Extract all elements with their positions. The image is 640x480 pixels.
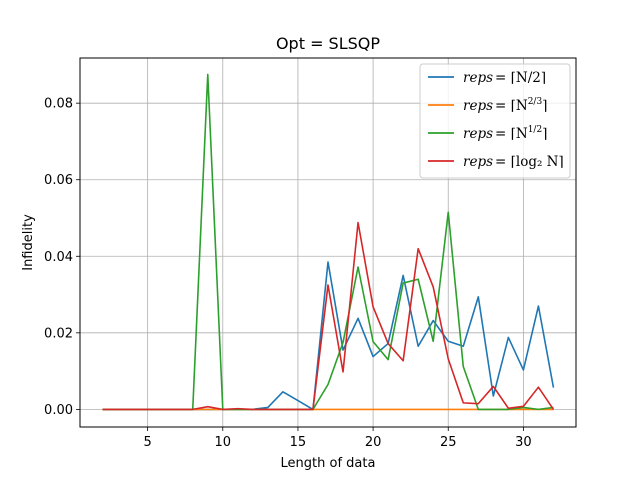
x-tick-label: 25 xyxy=(440,435,457,450)
y-axis-label: Infidelity xyxy=(21,214,36,271)
legend-box xyxy=(419,63,571,179)
x-axis-label: Length of data xyxy=(281,456,376,471)
x-tick-label: 5 xyxy=(143,435,151,450)
x-tick-label: 10 xyxy=(215,435,232,450)
legend-label-rhs: = ⌈N xyxy=(495,98,528,114)
legend-label-sup: 1/2 xyxy=(528,125,542,135)
legend-label-prefix: reps xyxy=(463,126,493,142)
legend-label-2: reps = ⌈N1/2⌉ xyxy=(463,125,547,142)
y-tick-label: 0.00 xyxy=(44,403,73,418)
y-tick-label: 0.02 xyxy=(44,326,73,341)
series-lines xyxy=(102,73,555,411)
chart-title: Opt = SLSQP xyxy=(276,34,380,53)
legend-label-rhs: = ⌈N/2⌉ xyxy=(495,70,546,86)
y-axis-ticks: 0.00 0.02 0.04 0.06 0.08 xyxy=(44,97,80,418)
x-tick-label: 20 xyxy=(365,435,382,450)
legend-label-prefix: reps xyxy=(463,70,493,86)
legend-label-0: reps = ⌈N/2⌉ xyxy=(463,70,546,86)
legend-label-close: ⌉ xyxy=(542,98,547,114)
legend-label-close: ⌉ xyxy=(542,126,547,142)
legend-label-1: reps = ⌈N2/3⌉ xyxy=(463,97,547,114)
y-tick-label: 0.06 xyxy=(44,173,73,188)
x-tick-label: 30 xyxy=(515,435,532,450)
x-tick-label: 15 xyxy=(290,435,307,450)
legend-label-rhs: = ⌈N xyxy=(495,126,528,142)
legend-label-prefix: reps xyxy=(463,154,493,170)
legend: reps = ⌈N/2⌉reps = ⌈N2/3⌉reps = ⌈N1/2⌉reps =… xyxy=(419,63,571,179)
y-tick-label: 0.08 xyxy=(44,97,73,112)
plot-frame xyxy=(79,57,577,428)
legend-label-sup: 2/3 xyxy=(528,97,543,107)
legend-label-rhs: = ⌈log₂ N⌉ xyxy=(495,154,564,170)
legend-label-prefix: reps xyxy=(463,98,493,114)
y-tick-label: 0.04 xyxy=(44,250,73,265)
series-line-3 xyxy=(102,221,555,411)
legend-label-3: reps = ⌈log₂ N⌉ xyxy=(463,154,564,170)
x-axis-ticks: 5 10 15 20 25 30 xyxy=(143,427,532,450)
